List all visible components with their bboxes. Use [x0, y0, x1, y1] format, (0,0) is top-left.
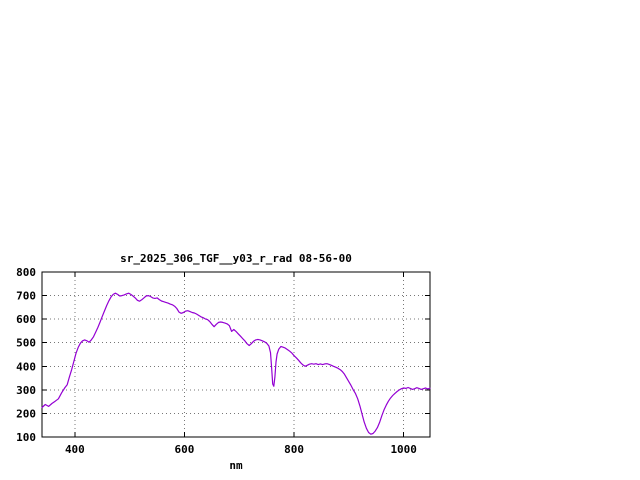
spectrum-trace	[41, 292, 431, 435]
y-tick-labels: 100 200 300 400 500 600 700 800	[16, 266, 36, 444]
x-axis-label: nm	[229, 459, 243, 472]
x-tick-label: 800	[284, 443, 304, 456]
x-tick-label: 400	[65, 443, 85, 456]
y-tick-label: 800	[16, 266, 36, 279]
y-tick-label: 600	[16, 313, 36, 326]
x-tick-label: 600	[175, 443, 195, 456]
y-tick-label: 700	[16, 290, 36, 303]
y-tick-label: 300	[16, 384, 36, 397]
x-tick-label: 1000	[390, 443, 417, 456]
y-tick-label: 400	[16, 360, 36, 373]
y-tick-label: 500	[16, 337, 36, 350]
x-tick-labels: 400 600 800 1000	[65, 443, 417, 456]
chart-title: sr_2025_306_TGF__y03_r_rad 08-56-00	[120, 252, 352, 265]
axis-ticks	[42, 271, 430, 438]
y-tick-label: 100	[16, 431, 36, 444]
grid-lines	[42, 271, 430, 438]
plot-border	[41, 271, 431, 438]
y-tick-label: 200	[16, 407, 36, 420]
